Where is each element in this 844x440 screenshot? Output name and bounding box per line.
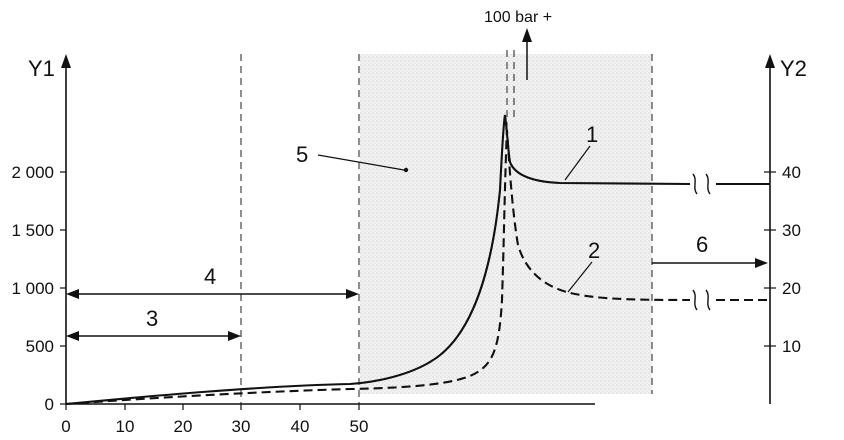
x-tick-label-20: 20	[174, 417, 193, 436]
interval-4-label: 4	[204, 264, 216, 289]
x-tick-label-50: 50	[350, 417, 369, 436]
x-tick-labels: 0 10 20 30 40 50	[61, 417, 368, 436]
curve-1-break-mark	[692, 173, 711, 195]
pressure-arrowhead	[522, 28, 532, 42]
interval-4-left-arrowhead	[66, 289, 79, 299]
y1-tick-labels: 0 500 1 000 1 500 2 000	[11, 163, 54, 414]
x-tick-label-30: 30	[232, 417, 251, 436]
curve-2-line	[65, 129, 691, 406]
y2-axis-title: Y2	[780, 56, 807, 81]
y1-axis-title: Y1	[28, 56, 55, 81]
arrow-6-arrowhead	[755, 258, 768, 268]
x-tick-label-40: 40	[291, 417, 310, 436]
arrow-6-label: 6	[696, 232, 708, 257]
x-tick-label-0: 0	[61, 417, 70, 436]
y2-tick-label-30: 30	[782, 221, 801, 240]
y2-ticks	[764, 171, 776, 347]
x-tick-label-10: 10	[116, 417, 135, 436]
shaded-zone-5	[360, 54, 652, 394]
y1-tick-label-1000: 1 000	[11, 279, 54, 298]
y1-ticks	[60, 171, 66, 405]
curve-2-leader	[567, 261, 593, 293]
curve-1-leader	[564, 145, 591, 181]
y2-axis-arrowhead	[765, 54, 775, 68]
y1-tick-label-500: 500	[26, 337, 54, 356]
y1-tick-label-0: 0	[45, 395, 54, 414]
y1-tick-label-2000: 2 000	[11, 163, 54, 182]
y2-tick-label-10: 10	[782, 337, 801, 356]
y2-tick-label-40: 40	[782, 163, 801, 182]
pressure-note: 100 bar +	[484, 9, 552, 26]
curve-2-label: 2	[588, 238, 600, 263]
y2-tick-labels: 10 20 30 40	[782, 163, 801, 356]
interval-3-label: 3	[146, 306, 158, 331]
zone-5-point	[403, 167, 409, 173]
interval-3-left-arrowhead	[66, 331, 79, 341]
curve-2-break-mark	[692, 289, 711, 311]
interval-4-right-arrowhead	[346, 289, 359, 299]
interval-3-right-arrowhead	[228, 331, 241, 341]
x-ticks	[65, 404, 360, 410]
y1-axis-arrowhead	[61, 54, 71, 68]
zone-5-leader	[317, 154, 405, 171]
y1-tick-label-1500: 1 500	[11, 221, 54, 240]
zone-5-label: 5	[296, 142, 308, 167]
curve-1-label: 1	[586, 122, 598, 147]
y2-tick-label-20: 20	[782, 279, 801, 298]
